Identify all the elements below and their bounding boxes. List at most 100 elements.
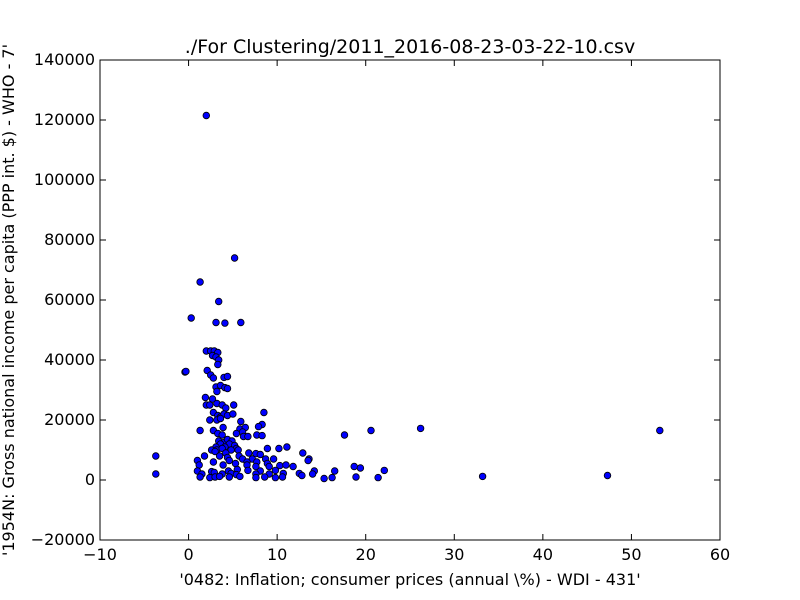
y-tick-label: 80000: [44, 230, 95, 249]
data-point-109: [231, 459, 240, 468]
data-point-43: [206, 416, 214, 424]
data-point-34: [222, 404, 230, 412]
data-point-145: [225, 473, 233, 481]
data-point-152: [320, 474, 328, 483]
data-point-122: [244, 466, 252, 475]
data-point-45: [216, 414, 225, 423]
y-tick-label: 40000: [44, 350, 95, 369]
data-point-61: [258, 431, 266, 440]
data-point-117: [356, 464, 365, 472]
data-point-2: [196, 278, 204, 286]
data-point-22: [223, 372, 232, 381]
y-tick-label: 100000: [34, 170, 95, 189]
data-point-64: [416, 424, 425, 433]
data-point-89: [299, 449, 307, 457]
data-point-102: [209, 458, 218, 466]
x-tick-label: 30: [444, 545, 464, 564]
data-point-81: [263, 444, 272, 453]
data-point-84: [211, 447, 219, 456]
data-point-4: [187, 314, 195, 322]
x-tick-label: 50: [621, 545, 641, 564]
data-point-35: [229, 401, 238, 409]
data-point-151: [298, 471, 306, 480]
data-point-59: [244, 432, 252, 441]
data-point-112: [265, 462, 273, 471]
data-point-1: [230, 254, 239, 262]
data-point-115: [289, 462, 297, 471]
data-point-146: [236, 472, 244, 481]
data-point-126: [331, 467, 339, 475]
data-point-63: [367, 426, 375, 435]
data-point-140: [603, 471, 612, 480]
data-point-15: [214, 360, 222, 369]
data-point-144: [215, 472, 224, 481]
data-point-127: [380, 466, 388, 475]
data-point-147: [252, 473, 260, 482]
data-point-138: [308, 470, 317, 478]
data-point-91: [200, 452, 209, 460]
x-tick-label: −10: [83, 545, 117, 564]
data-point-154: [352, 473, 360, 481]
data-point-3: [214, 297, 223, 306]
ticks-layer: −10 0 10 20 30 40 50 60 −20000 0 20000 40000 60000 80…: [31, 50, 730, 564]
data-point-116: [350, 462, 358, 471]
x-tick-label: 20: [356, 545, 376, 564]
data-point-42: [229, 410, 237, 418]
data-point-149: [271, 473, 280, 482]
data-point-26: [223, 384, 232, 393]
data-point-100: [304, 456, 312, 465]
data-point-150: [278, 473, 287, 481]
data-point-92: [215, 452, 224, 460]
data-point-98: [269, 455, 278, 463]
data-point-153: [328, 473, 336, 482]
data-point-107: [195, 461, 203, 469]
data-point-20: [209, 374, 218, 382]
data-point-128: [152, 470, 160, 478]
data-point-111: [252, 462, 260, 471]
data-point-103: [225, 456, 233, 465]
data-point-88: [256, 450, 264, 459]
data-point-28: [201, 393, 210, 402]
data-point-90: [152, 452, 160, 460]
data-point-0: [202, 111, 210, 120]
data-point-155: [374, 473, 382, 482]
data-point-29: [208, 395, 217, 403]
y-axis-label: '1954N: Gross national income per capita…: [0, 44, 18, 556]
x-tick-label: 10: [267, 545, 287, 564]
y-tick-label: 20000: [44, 410, 95, 429]
data-point-65: [656, 426, 664, 435]
data-point-36: [260, 408, 268, 417]
data-point-53: [254, 422, 263, 431]
x-tick-label: 0: [183, 545, 193, 564]
data-point-48: [196, 426, 204, 435]
data-point-27: [213, 387, 221, 396]
data-point-86: [245, 449, 253, 457]
data-point-5: [212, 318, 220, 327]
data-point-32: [206, 401, 214, 409]
data-point-6: [221, 319, 229, 327]
data-point-108: [219, 461, 227, 469]
data-point-148: [261, 473, 269, 481]
y-tick-label: 120000: [34, 110, 95, 129]
data-point-50: [219, 423, 227, 432]
data-point-17: [182, 367, 190, 376]
y-tick-label: 0: [85, 470, 95, 489]
data-point-46: [237, 417, 245, 426]
points-layer: [152, 111, 664, 483]
data-point-62: [340, 431, 349, 439]
y-tick-label: 60000: [44, 290, 95, 309]
x-axis-label: '0482: Inflation; consumer prices (annua…: [179, 570, 640, 589]
data-point-114: [282, 461, 290, 469]
data-point-80: [234, 446, 242, 454]
x-tick-label: 40: [533, 545, 553, 564]
data-point-139: [478, 472, 487, 481]
data-point-82: [275, 444, 283, 453]
chart-title: ./For Clustering/2011_2016-08-23-03-22-1…: [185, 36, 635, 58]
y-tick-label: −20000: [31, 530, 95, 549]
data-point-83: [283, 443, 291, 451]
data-point-57: [218, 431, 226, 439]
data-point-55: [232, 429, 241, 438]
data-point-124: [271, 466, 280, 475]
